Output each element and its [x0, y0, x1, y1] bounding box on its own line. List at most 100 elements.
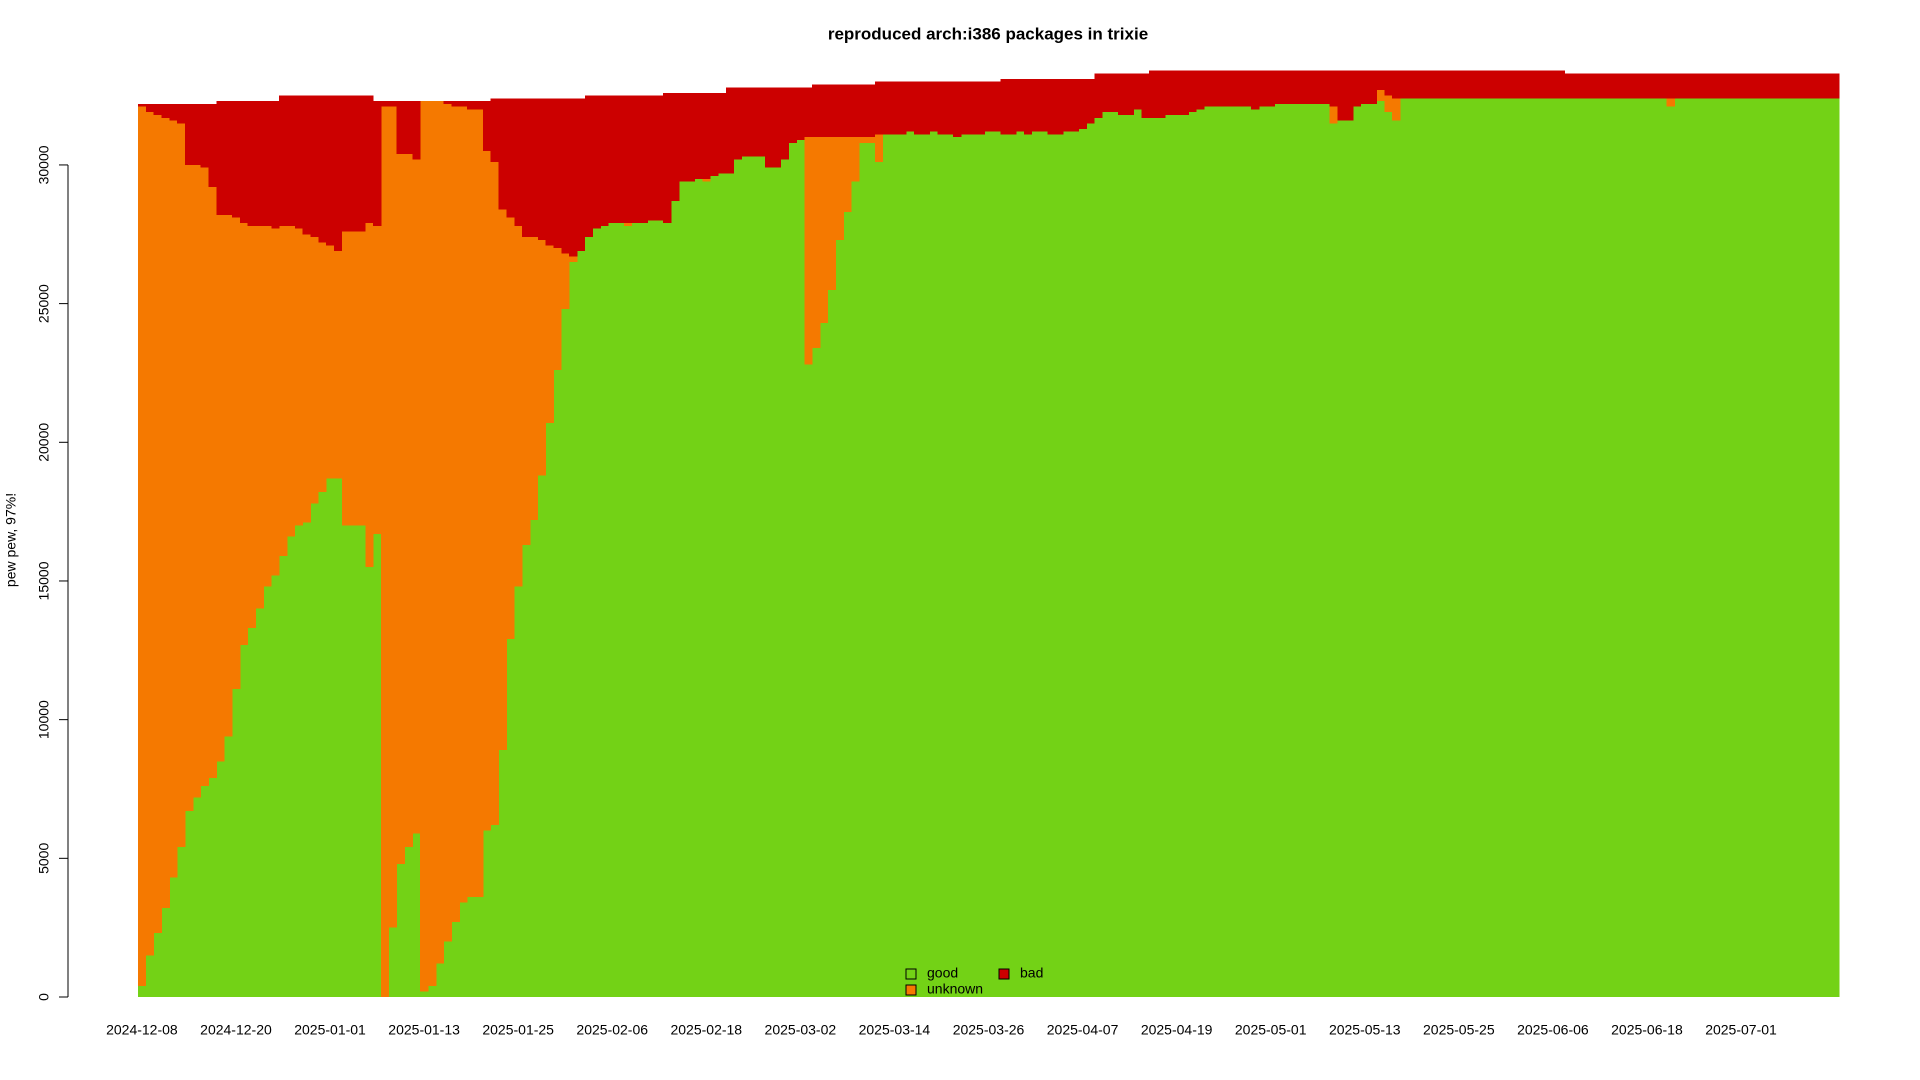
bar [1345, 120, 1354, 998]
bar [1102, 112, 1111, 997]
bar [561, 98, 570, 254]
bar [1392, 70, 1401, 99]
bar [506, 217, 515, 640]
bar [874, 81, 884, 135]
y-tick-label: 5000 [36, 843, 52, 874]
bar [208, 103, 217, 188]
bar [161, 103, 170, 118]
bar [1831, 73, 1840, 99]
bar [1721, 73, 1730, 99]
bar [498, 209, 507, 751]
bar [490, 825, 499, 997]
bar [200, 786, 209, 997]
bar [1188, 112, 1197, 997]
bar [1149, 117, 1158, 997]
bar [757, 87, 766, 157]
bar [1031, 131, 1040, 998]
bar [921, 81, 931, 135]
bar [882, 134, 891, 997]
bar [1423, 98, 1432, 998]
bar [1564, 98, 1573, 998]
bar [435, 963, 445, 997]
bar [1243, 70, 1252, 107]
bar [1627, 98, 1636, 998]
bar [365, 567, 374, 997]
x-tick-label: 2025-04-19 [1141, 1022, 1213, 1038]
bar [1039, 78, 1048, 132]
bar [138, 106, 147, 986]
bar [169, 103, 178, 121]
bar [906, 81, 915, 132]
bar [1768, 73, 1777, 99]
bar [1478, 70, 1487, 99]
bar [271, 575, 280, 997]
bar [145, 103, 155, 113]
bar [286, 536, 296, 997]
bar [1305, 103, 1315, 998]
bar [428, 101, 437, 986]
bar [1611, 73, 1620, 99]
bar [819, 84, 829, 138]
y-tick-label: 0 [36, 993, 52, 1001]
bar [1321, 70, 1330, 104]
bar [1486, 98, 1495, 998]
bar [945, 81, 954, 135]
bar [428, 985, 437, 997]
bar [1266, 70, 1276, 107]
bar [185, 103, 194, 165]
bar [616, 223, 625, 997]
bar [185, 164, 194, 812]
bar [490, 98, 499, 163]
bar [318, 492, 327, 997]
bar [294, 228, 304, 526]
bar [819, 323, 829, 997]
bar [1744, 73, 1754, 99]
bar [1486, 70, 1495, 99]
bar [482, 151, 492, 831]
bar [1274, 70, 1283, 104]
bar [522, 237, 531, 545]
bar [1580, 98, 1589, 998]
bar [232, 689, 241, 997]
bar [1305, 70, 1315, 104]
bar [514, 586, 523, 997]
bar [1243, 106, 1252, 997]
bar [341, 95, 351, 232]
bar [804, 364, 813, 998]
x-tick-label: 2025-01-25 [482, 1022, 554, 1038]
bar [1564, 73, 1573, 99]
bar [1431, 98, 1440, 998]
bar [341, 231, 351, 526]
bar [1517, 70, 1526, 99]
bar [835, 239, 844, 997]
legend-swatch [905, 984, 917, 996]
bar [381, 101, 390, 107]
bar [1180, 115, 1189, 998]
bar [326, 245, 335, 479]
bar [420, 991, 429, 997]
bar [1117, 73, 1127, 116]
bar [1729, 73, 1738, 99]
bar [1400, 70, 1409, 99]
bar [1094, 117, 1103, 997]
bar [576, 98, 586, 251]
bar [459, 902, 468, 997]
bar [1110, 112, 1119, 997]
bar [1102, 73, 1111, 113]
bar [921, 134, 931, 997]
bar [1619, 98, 1628, 998]
bar [1454, 98, 1464, 998]
bar [1235, 70, 1244, 107]
bar [224, 101, 233, 215]
bar [138, 985, 147, 997]
bar [749, 156, 758, 997]
bar [1556, 70, 1566, 99]
bar [475, 101, 484, 110]
bar [953, 81, 962, 138]
bar [1658, 73, 1667, 99]
bar [357, 95, 366, 232]
chart-title: reproduced arch:i386 packages in trixie [828, 24, 1148, 43]
bar [349, 231, 358, 526]
bar [600, 95, 609, 226]
bar [780, 159, 790, 998]
